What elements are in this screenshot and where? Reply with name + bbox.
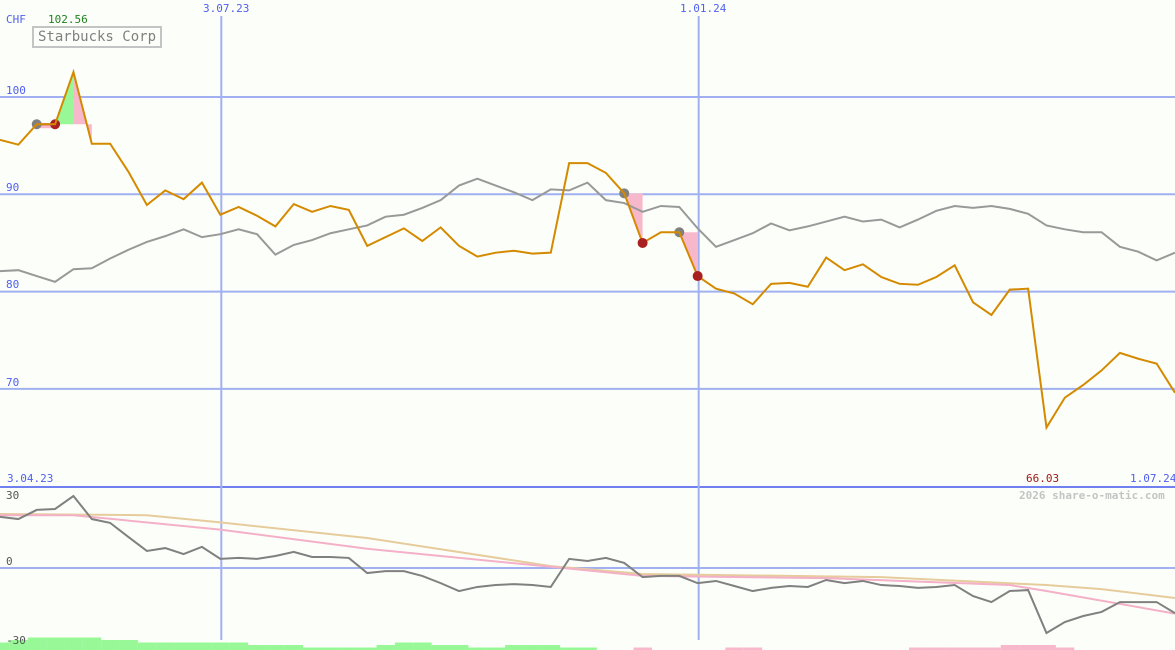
volume-bar — [101, 640, 120, 650]
price-line — [0, 68, 1175, 431]
y-tick-label: 100 — [6, 84, 26, 97]
volume-bar — [394, 642, 414, 650]
oscillator-line — [0, 494, 1175, 635]
volume-bar — [927, 647, 946, 650]
currency-label: CHF — [6, 13, 26, 26]
volume-bar — [505, 645, 524, 650]
osc-slow-line — [0, 513, 1175, 599]
volume-bar — [192, 642, 212, 650]
volume-bar — [284, 645, 304, 650]
volume-bar — [1019, 645, 1038, 650]
volume-bar — [560, 647, 579, 650]
x-tick-label: 3.04.23 — [7, 472, 54, 485]
y-tick-label: 90 — [6, 181, 20, 194]
min-value-label: 66.03 — [1026, 472, 1060, 485]
volume-bar — [578, 647, 597, 650]
y-tick-label: 70 — [6, 376, 20, 389]
watermark: 2026 share-o-matic.com — [1019, 489, 1165, 502]
osc-tick-label: 30 — [6, 489, 20, 502]
volume-bar — [468, 647, 487, 650]
volume-bar — [229, 642, 249, 650]
volume-bar — [1055, 647, 1075, 650]
y-tick-label: 80 — [6, 278, 20, 291]
x-tick-label: 1.07.24 — [1130, 472, 1175, 485]
volume-bar — [46, 637, 65, 650]
volume-bar — [633, 647, 652, 650]
volume-bar — [908, 647, 928, 650]
volume-bar — [64, 637, 83, 650]
exit-marker — [637, 237, 648, 248]
volume-bar — [248, 645, 267, 650]
volume-bar — [945, 647, 965, 650]
volume-bar — [0, 642, 10, 650]
volume-bar — [413, 642, 432, 650]
volume-bar — [174, 642, 193, 650]
max-value-label: 102.56 — [48, 13, 88, 26]
volume-bar — [376, 645, 395, 650]
loss-area — [36, 124, 56, 129]
volume-bar — [303, 647, 322, 650]
volume-bar — [82, 637, 102, 650]
volume-bar — [964, 647, 983, 650]
volume-bar — [9, 640, 28, 650]
volume-bar — [541, 645, 561, 650]
osc-tick-label: -30 — [6, 634, 26, 647]
volume-bar — [321, 647, 340, 650]
volume-bar — [27, 637, 47, 650]
osc-tick-label: 0 — [6, 555, 13, 568]
volume-bar — [266, 645, 285, 650]
chart-title: Starbucks Corp — [32, 26, 163, 48]
exit-marker — [692, 271, 703, 282]
volume-bar — [1000, 645, 1020, 650]
gain-area — [45, 72, 74, 125]
volume-bar — [743, 647, 763, 650]
volume-bar — [1037, 645, 1056, 650]
osc-fast-line — [0, 514, 1175, 615]
comparison-line — [0, 177, 1175, 283]
volume-bar — [449, 645, 469, 650]
volume-bar — [137, 642, 157, 650]
volume-bar — [486, 647, 506, 650]
volume-bar — [156, 642, 175, 650]
volume-bar — [725, 647, 744, 650]
volume-bar — [431, 645, 451, 650]
volume-bar — [982, 647, 1001, 650]
volume-bar — [119, 640, 138, 650]
x-tick-label: 3.07.23 — [203, 2, 250, 15]
x-tick-label: 1.01.24 — [680, 2, 727, 15]
volume-bar — [523, 645, 542, 650]
volume-bar — [339, 647, 359, 650]
volume-bar — [211, 642, 230, 650]
volume-bar — [358, 647, 377, 650]
